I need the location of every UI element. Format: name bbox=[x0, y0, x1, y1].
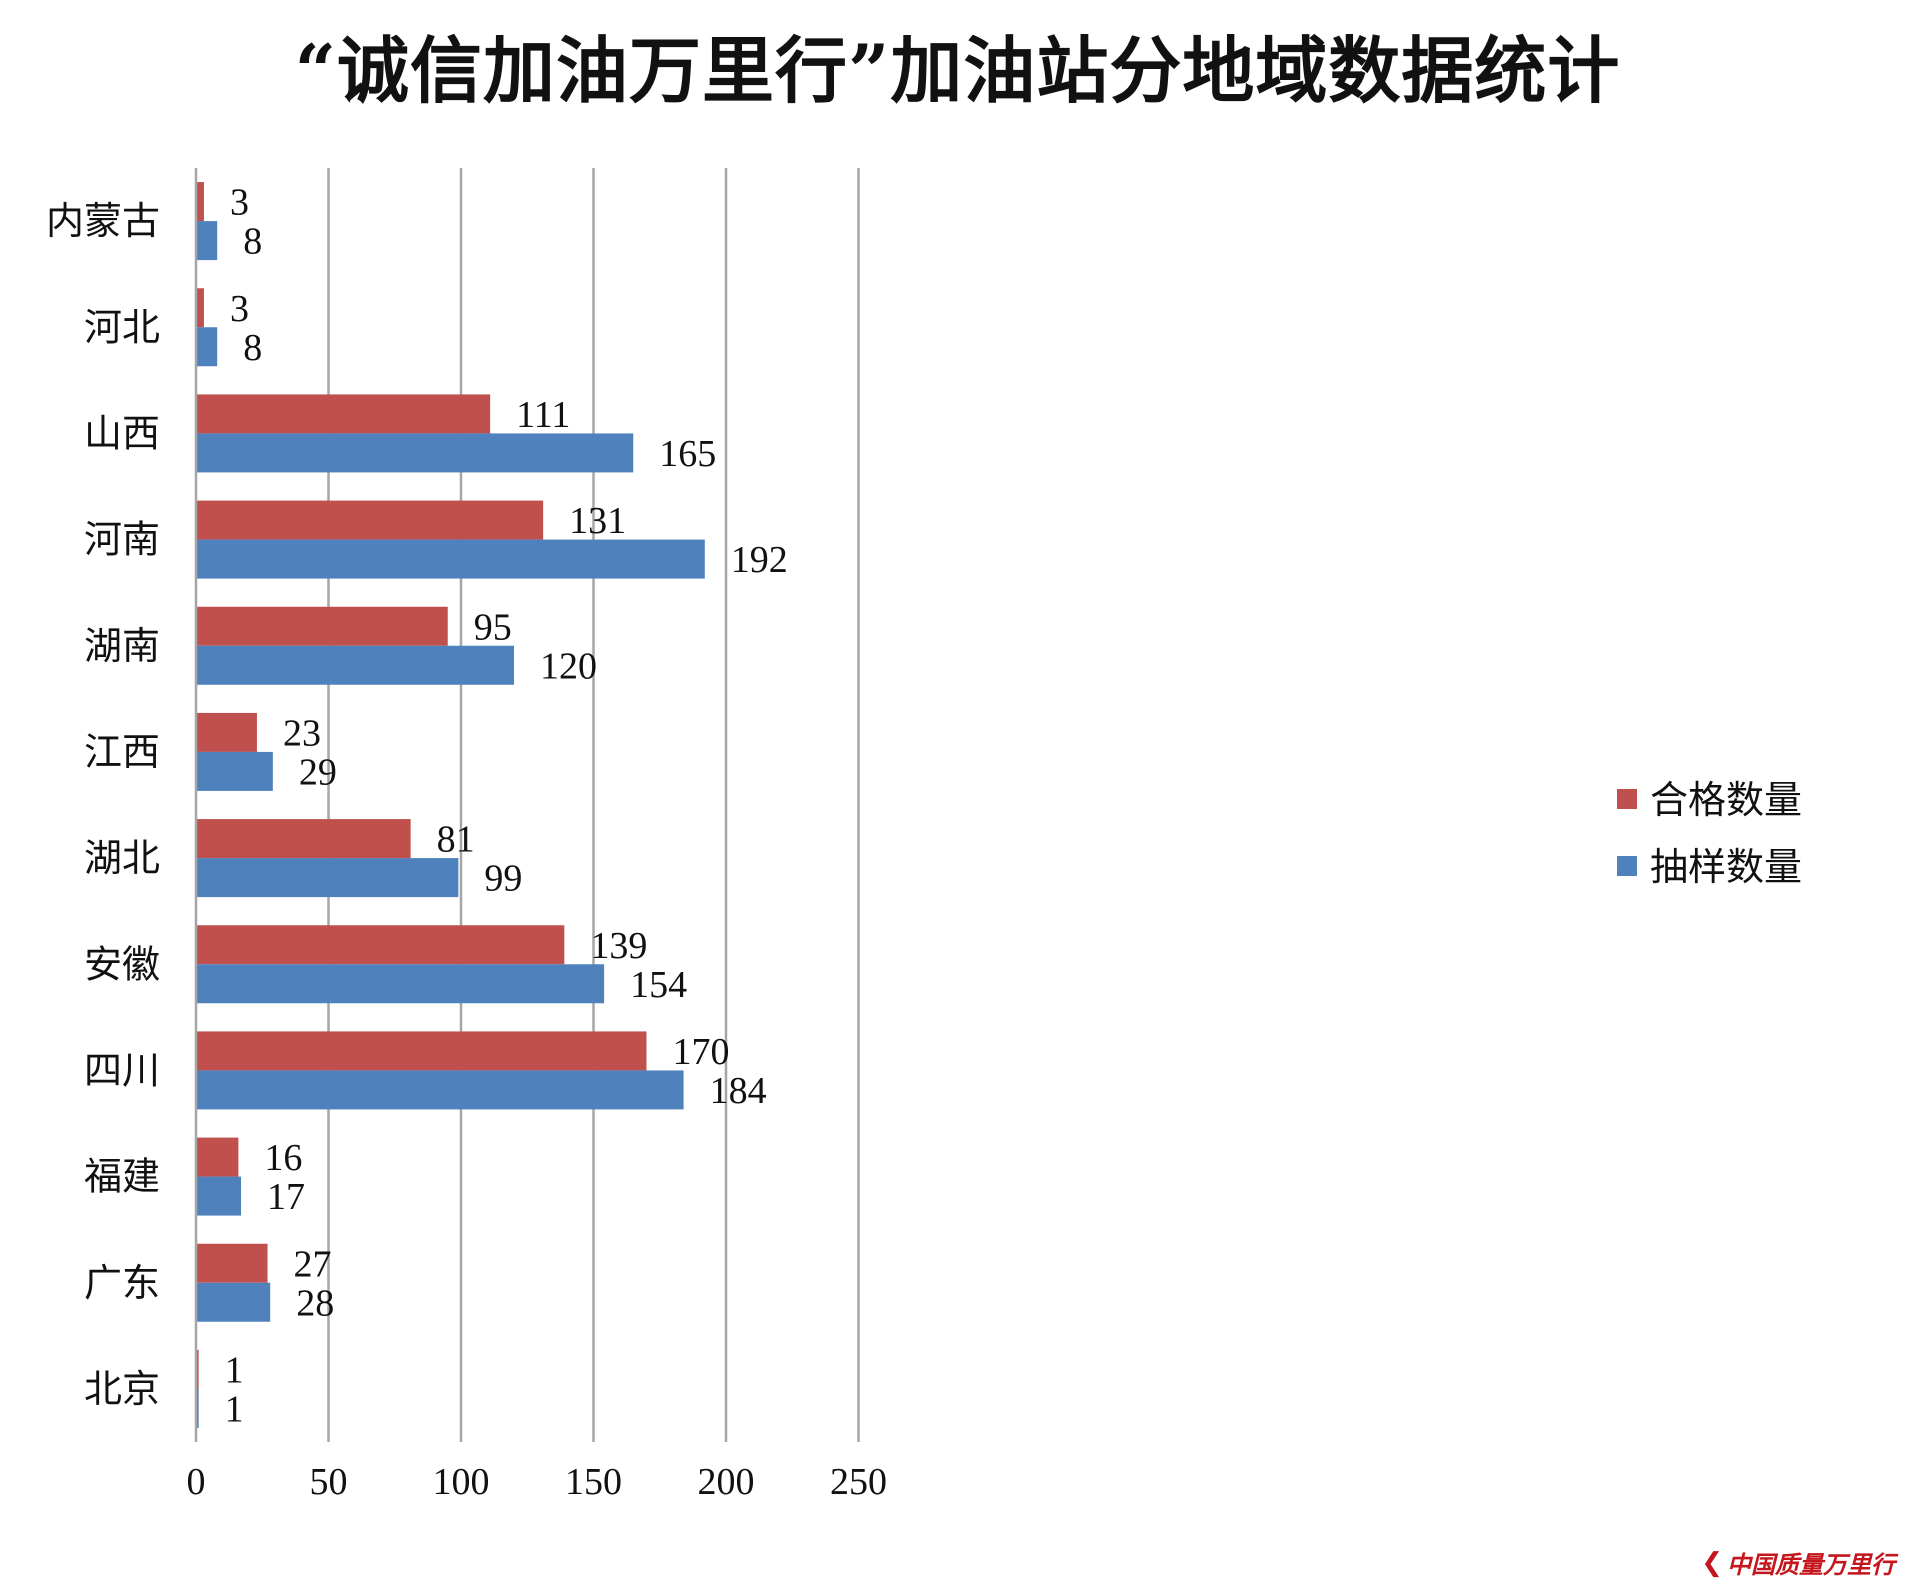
bar-1-10 bbox=[196, 1282, 271, 1322]
chart-title: “诚信加油万里行”加油站分地域数据统计 bbox=[294, 28, 1621, 113]
data-label-1-0: 8 bbox=[243, 221, 262, 263]
gridlines bbox=[327, 168, 860, 1442]
bar-1-1 bbox=[196, 327, 218, 367]
data-label-0-8: 170 bbox=[673, 1031, 730, 1073]
x-tick-label-50: 50 bbox=[310, 1461, 348, 1503]
bar-1-4 bbox=[196, 645, 514, 685]
watermark-text: 中国质量万里行 bbox=[1727, 1551, 1895, 1579]
legend-label-1: 抽样数量 bbox=[1650, 845, 1802, 889]
bar-1-7 bbox=[196, 964, 605, 1004]
legend-swatch-1 bbox=[1617, 856, 1637, 876]
data-label-1-11: 1 bbox=[225, 1388, 244, 1430]
data-label-0-3: 131 bbox=[569, 500, 626, 542]
bar-0-11 bbox=[196, 1349, 199, 1389]
bar-0-6 bbox=[196, 819, 411, 859]
x-tick-label-250: 250 bbox=[830, 1461, 887, 1503]
category-label-11: 北京 bbox=[84, 1367, 160, 1411]
data-label-0-1: 3 bbox=[230, 288, 249, 330]
bar-0-5 bbox=[196, 712, 257, 752]
bar-1-2 bbox=[196, 433, 634, 473]
data-label-1-8: 184 bbox=[710, 1070, 767, 1112]
data-label-1-4: 120 bbox=[540, 645, 597, 687]
data-label-1-7: 154 bbox=[630, 964, 687, 1006]
bar-0-3 bbox=[196, 500, 544, 540]
bars bbox=[196, 182, 705, 1428]
data-label-1-2: 165 bbox=[659, 433, 716, 475]
bar-0-0 bbox=[196, 182, 204, 222]
category-label-3: 河南 bbox=[84, 518, 160, 562]
data-label-1-9: 17 bbox=[267, 1176, 305, 1218]
chevron-logo-icon: ❮ bbox=[1701, 1547, 1723, 1578]
data-label-0-9: 16 bbox=[264, 1137, 302, 1179]
data-label-1-10: 28 bbox=[296, 1282, 334, 1324]
watermark-logo: ❮ 中国质量万里行 bbox=[1701, 1545, 1895, 1580]
data-label-0-11: 1 bbox=[225, 1349, 244, 1391]
x-tick-label-100: 100 bbox=[433, 1461, 490, 1503]
data-label-0-6: 81 bbox=[437, 819, 475, 861]
category-label-0: 内蒙古 bbox=[46, 199, 160, 243]
data-label-1-6: 99 bbox=[484, 858, 522, 900]
data-label-1-3: 192 bbox=[731, 539, 788, 581]
bar-0-10 bbox=[196, 1243, 268, 1283]
bar-1-6 bbox=[196, 858, 459, 898]
data-label-0-5: 23 bbox=[283, 712, 321, 754]
legend-swatch-0 bbox=[1617, 789, 1637, 809]
bar-1-3 bbox=[196, 539, 705, 579]
category-label-8: 四川 bbox=[84, 1048, 160, 1092]
category-label-2: 山西 bbox=[84, 411, 160, 455]
x-tick-label-0: 0 bbox=[187, 1461, 206, 1503]
category-label-4: 湖南 bbox=[84, 624, 160, 668]
category-label-1: 河北 bbox=[84, 305, 160, 349]
x-tick-label-150: 150 bbox=[565, 1461, 622, 1503]
category-label-6: 湖北 bbox=[84, 836, 160, 880]
data-label-0-4: 95 bbox=[474, 606, 512, 648]
data-label-0-2: 111 bbox=[516, 394, 570, 436]
category-label-5: 江西 bbox=[84, 730, 160, 774]
bar-0-4 bbox=[196, 606, 448, 646]
legend-label-0: 合格数量 bbox=[1650, 778, 1802, 822]
bar-0-1 bbox=[196, 288, 204, 328]
bar-1-0 bbox=[196, 221, 218, 261]
category-label-10: 广东 bbox=[84, 1261, 160, 1305]
bar-0-9 bbox=[196, 1137, 239, 1177]
bar-1-5 bbox=[196, 751, 273, 791]
category-label-9: 福建 bbox=[84, 1155, 160, 1199]
data-label-0-7: 139 bbox=[590, 925, 647, 967]
bar-1-9 bbox=[196, 1176, 242, 1216]
data-label-1-1: 8 bbox=[243, 327, 262, 369]
category-label-7: 安徽 bbox=[84, 942, 160, 986]
bar-1-8 bbox=[196, 1070, 684, 1110]
data-label-1-5: 29 bbox=[299, 751, 337, 793]
data-label-0-0: 3 bbox=[230, 182, 249, 224]
x-tick-label-200: 200 bbox=[698, 1461, 755, 1503]
bar-0-2 bbox=[196, 394, 491, 434]
data-label-0-10: 27 bbox=[294, 1243, 332, 1285]
bar-0-8 bbox=[196, 1031, 647, 1071]
bar-1-11 bbox=[196, 1388, 199, 1428]
bar-0-7 bbox=[196, 925, 565, 965]
